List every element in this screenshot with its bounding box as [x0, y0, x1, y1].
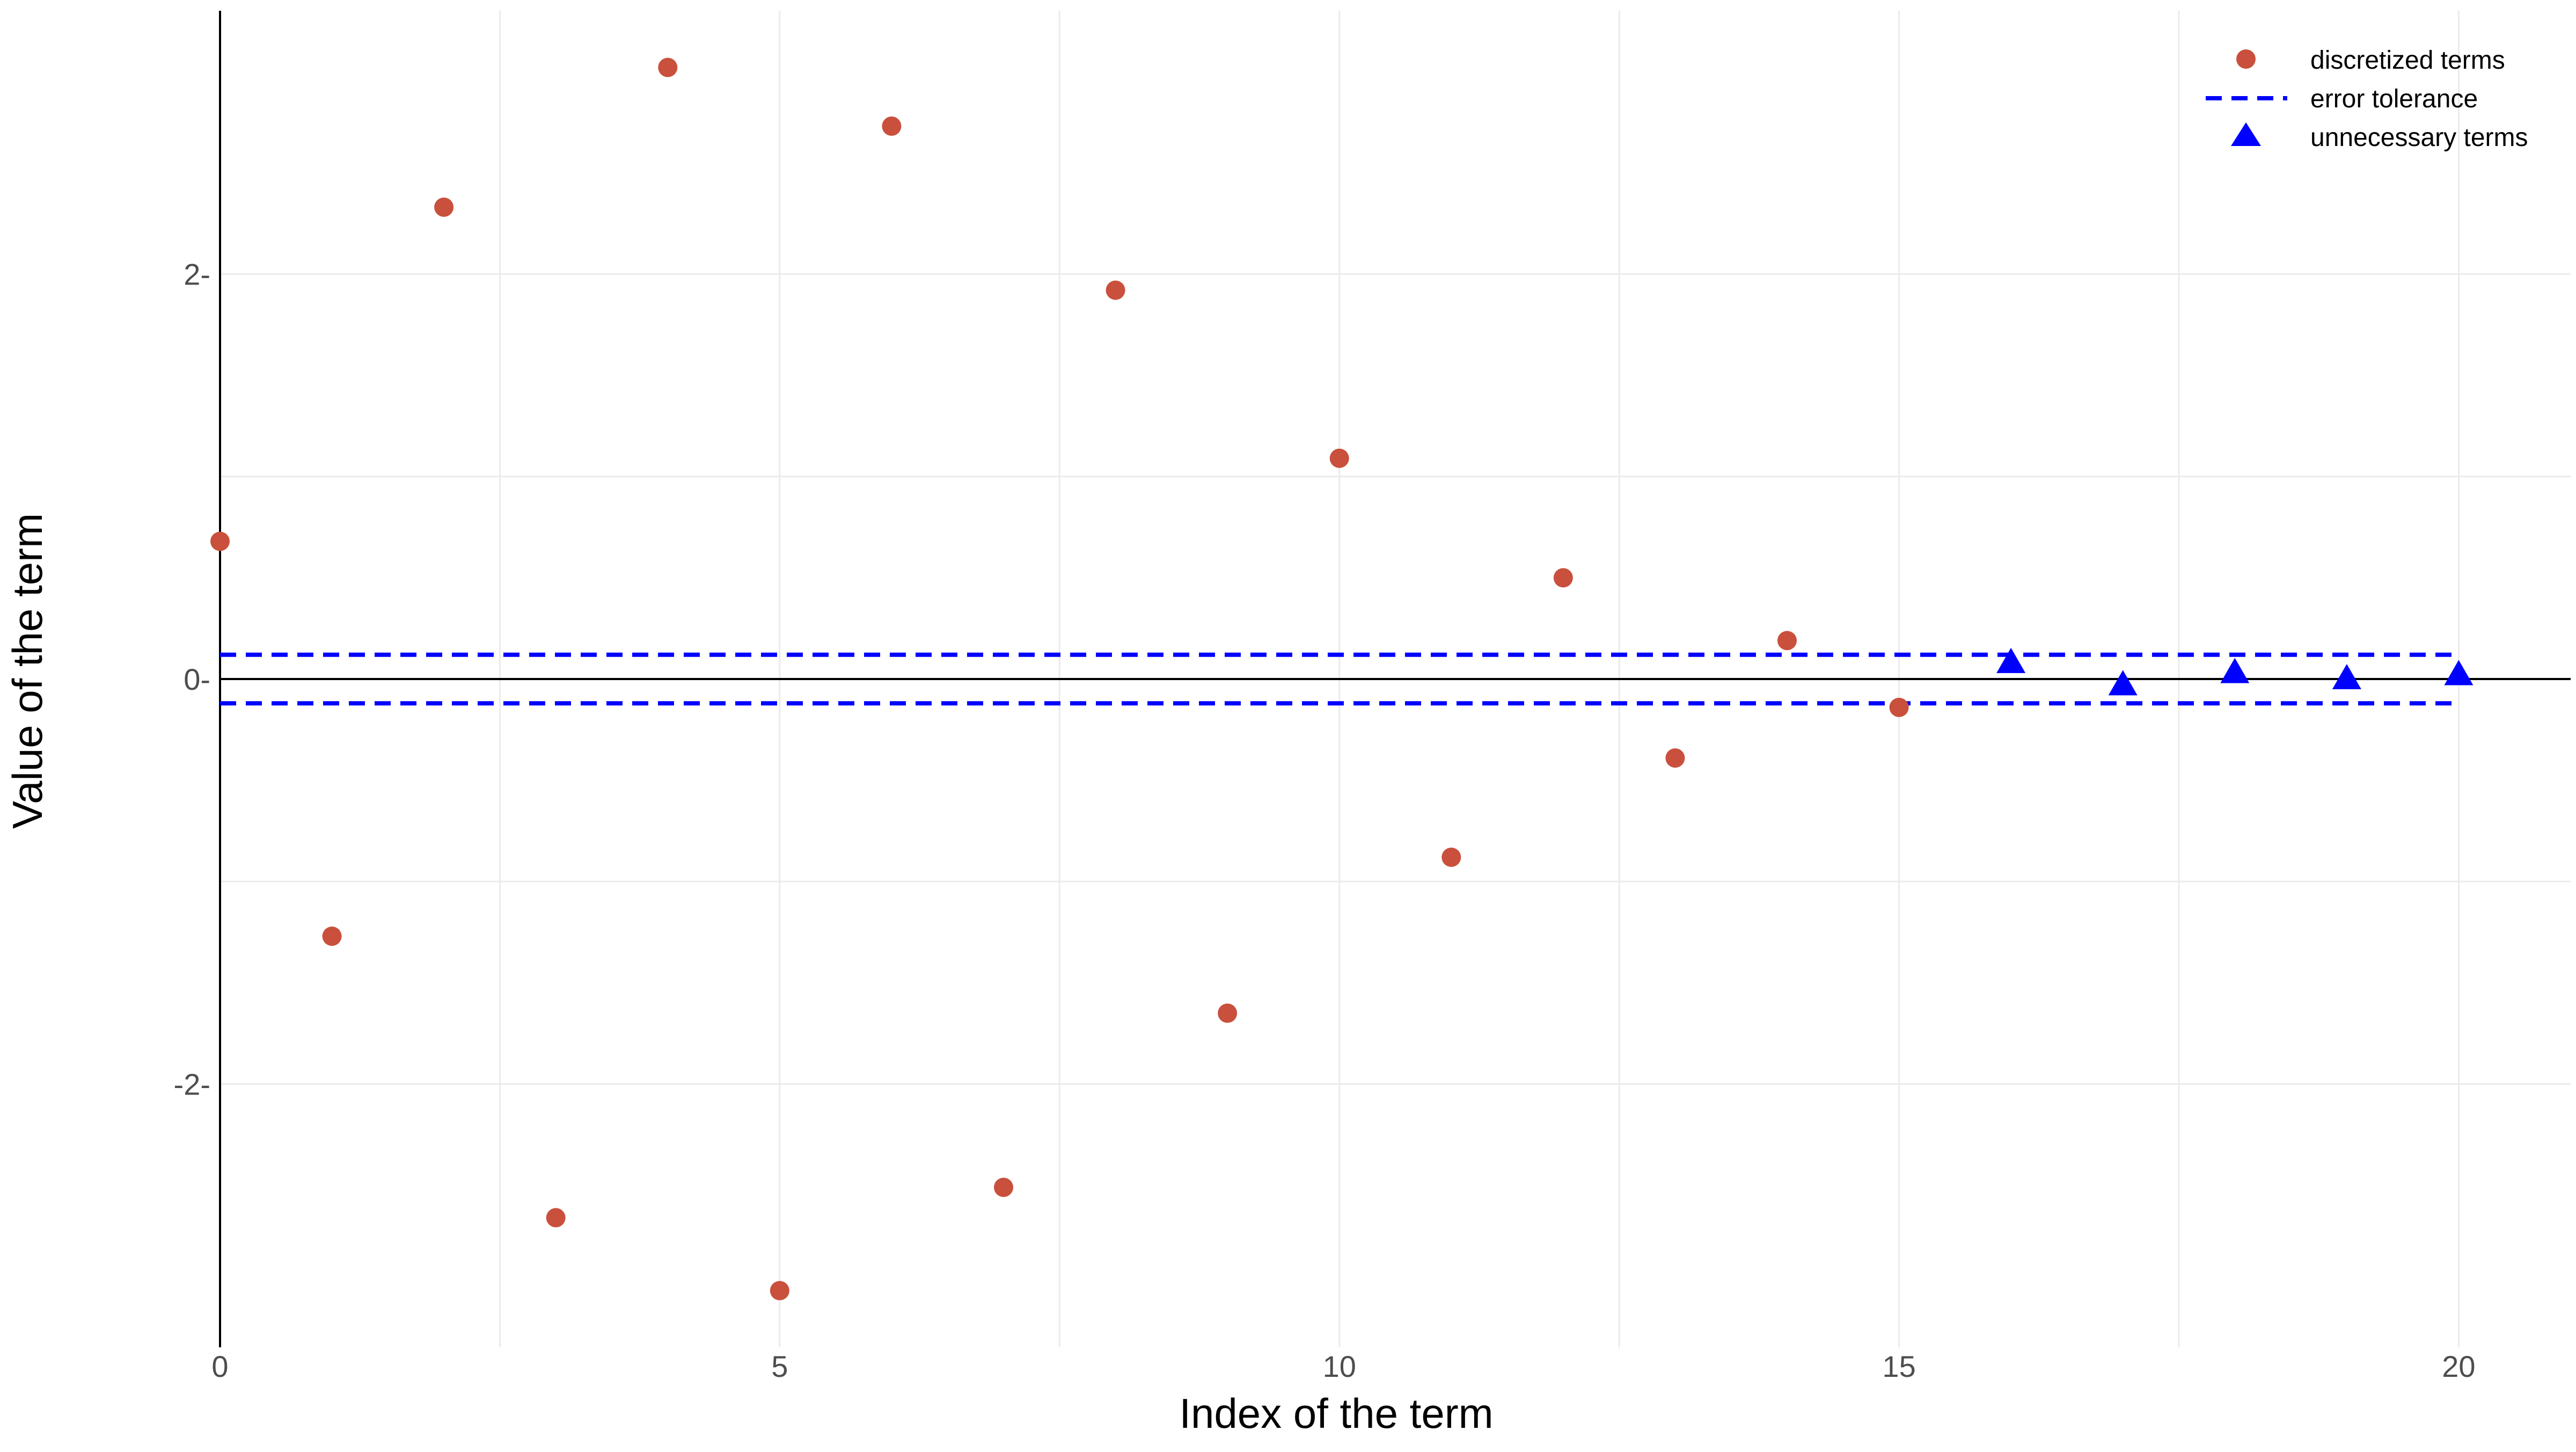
- discretized-term-point: [1553, 568, 1573, 588]
- axes-layer: [219, 11, 2571, 1347]
- legend-key-unnecessary-terms: [2231, 122, 2261, 146]
- discretized-term-point: [434, 197, 454, 217]
- unnecessary-term-point: [2444, 660, 2473, 685]
- discretized-term-point: [210, 531, 230, 551]
- discretized-term-point: [1218, 1003, 1238, 1023]
- ticks-layer: 0 5 10 15 20 -2- 0- 2-: [174, 257, 2476, 1383]
- legend-key-discretized-terms: [2236, 49, 2256, 69]
- marks-layer: [210, 57, 2473, 1301]
- y-axis-title: Value of the term: [4, 513, 51, 829]
- y-tick-label: -2-: [174, 1068, 210, 1101]
- unnecessary-term-point: [2220, 658, 2250, 683]
- discretized-term-point: [1665, 748, 1685, 768]
- x-tick-label: 10: [1323, 1349, 1356, 1383]
- legend-label-discretized-terms: discretized terms: [2310, 46, 2505, 75]
- discretized-term-point: [658, 57, 678, 77]
- discretized-term-point: [770, 1281, 789, 1301]
- y-tick-label: 2-: [184, 257, 210, 291]
- legend: discretized terms error tolerance unnece…: [2206, 46, 2528, 152]
- discretized-term-point: [1889, 697, 1909, 717]
- discretized-term-point: [1777, 631, 1797, 651]
- x-tick-label: 20: [2442, 1349, 2475, 1383]
- x-axis-title: Index of the term: [1179, 1390, 1493, 1437]
- discretized-term-point: [882, 116, 902, 136]
- legend-label-error-tolerance: error tolerance: [2310, 85, 2478, 113]
- legend-label-unnecessary-terms: unnecessary terms: [2310, 123, 2528, 152]
- x-tick-label: 15: [1882, 1349, 1915, 1383]
- unnecessary-term-point: [2108, 670, 2138, 696]
- x-tick-label: 5: [771, 1349, 788, 1383]
- discretized-term-point: [994, 1177, 1013, 1197]
- y-tick-label: 0-: [184, 662, 210, 696]
- x-tick-label: 0: [211, 1349, 228, 1383]
- unnecessary-term-point: [2332, 664, 2361, 689]
- discretized-term-point: [1441, 848, 1461, 867]
- unnecessary-term-point: [1996, 647, 2026, 673]
- discretized-term-point: [546, 1208, 566, 1228]
- discretized-term-point: [322, 926, 342, 946]
- discretized-term-point: [1329, 448, 1349, 468]
- discretized-term-point: [1106, 280, 1125, 300]
